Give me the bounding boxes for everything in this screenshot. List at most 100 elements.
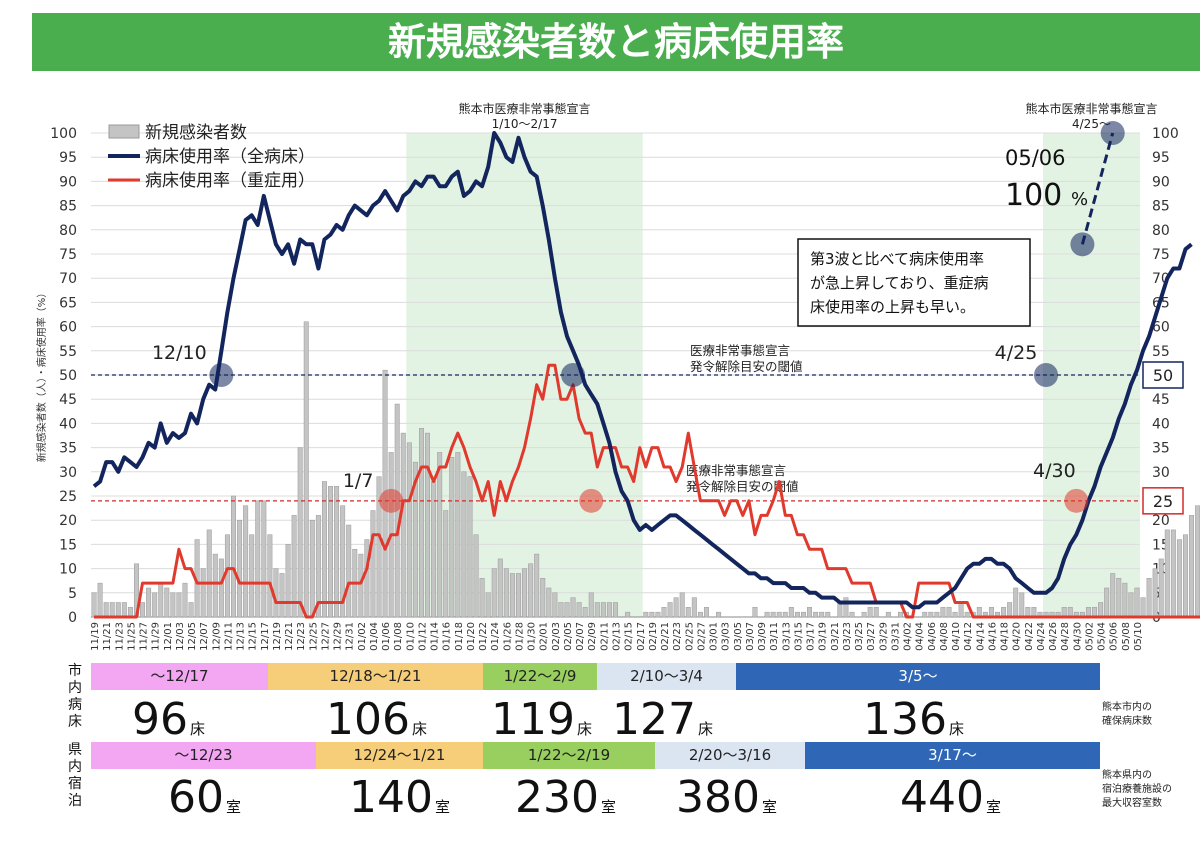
bar — [455, 452, 461, 618]
bar — [794, 611, 800, 618]
y-tick-label: 30 — [59, 465, 77, 481]
bar — [1164, 529, 1170, 618]
x-tick-label: 04/04 — [915, 622, 926, 651]
x-tick-label: 03/15 — [793, 622, 804, 651]
bar — [1122, 582, 1128, 618]
x-tick-label: 11/27 — [139, 622, 150, 651]
bar — [703, 607, 709, 618]
x-tick-label: 02/13 — [612, 622, 623, 651]
marker — [1070, 232, 1095, 257]
bar — [425, 432, 431, 618]
bar — [843, 597, 849, 618]
bar — [303, 321, 309, 618]
y2-tick-label: 20 — [1152, 513, 1170, 529]
x-tick-label: 01/30 — [527, 622, 538, 651]
x-tick-label: 01/10 — [405, 622, 416, 651]
y-tick-label: 65 — [59, 295, 77, 311]
bar — [115, 602, 121, 618]
bed-count-unit: 床 — [948, 720, 964, 738]
marker — [1100, 121, 1125, 145]
bar — [540, 578, 546, 618]
threshold-tag: 50 — [1153, 366, 1173, 385]
bar — [837, 602, 843, 618]
y2-tick-label: 55 — [1152, 344, 1170, 360]
period-band: 〜12/23 — [91, 742, 316, 769]
bar — [1110, 573, 1116, 618]
bar — [788, 607, 794, 618]
bar — [679, 592, 685, 618]
bed-count-value: 119 — [491, 694, 575, 745]
bar — [321, 481, 327, 618]
bar — [376, 476, 382, 618]
bed-count-value: 380 — [676, 772, 760, 823]
x-tick-label: 12/17 — [260, 622, 271, 651]
x-tick-label: 04/10 — [951, 622, 962, 651]
x-tick-label: 05/04 — [1097, 622, 1108, 651]
bar — [418, 427, 424, 618]
bar — [552, 592, 558, 618]
x-tick-label: 03/05 — [733, 622, 744, 651]
callout-value: 100 — [1005, 178, 1062, 213]
period-band: 3/5〜 — [736, 663, 1100, 690]
bar — [485, 592, 491, 618]
bar — [898, 611, 903, 618]
y2-tick-label: 75 — [1152, 247, 1170, 263]
bed-count: 60 室 — [168, 776, 241, 829]
x-tick-label: 11/29 — [151, 622, 162, 651]
x-tick-label: 12/13 — [236, 622, 247, 651]
bar — [673, 597, 679, 618]
y-tick-label: 85 — [59, 199, 77, 215]
y2-tick-label: 40 — [1152, 416, 1170, 432]
bar — [522, 568, 528, 618]
x-tick-label: 04/20 — [1012, 622, 1023, 651]
y2-tick-label: 95 — [1152, 150, 1170, 166]
bar — [934, 611, 940, 618]
threshold-tag-box — [1142, 361, 1184, 389]
bar — [146, 587, 152, 618]
y-tick-label: 75 — [59, 247, 77, 263]
x-tick-label: 11/25 — [126, 622, 137, 651]
bed-count-unit: 室 — [600, 798, 616, 816]
x-tick-label: 02/09 — [587, 622, 598, 651]
bar — [91, 592, 97, 618]
x-tick-label: 12/23 — [296, 622, 307, 651]
bar — [267, 534, 273, 618]
y2-tick-label: 85 — [1152, 199, 1170, 215]
callout-unit: % — [1071, 189, 1088, 210]
bed-count-unit: 室 — [434, 798, 450, 816]
bar — [473, 534, 479, 618]
x-tick-label: 01/22 — [478, 622, 489, 651]
bed-count-value: 440 — [900, 772, 984, 823]
bar — [946, 607, 952, 618]
bed-count: 380 室 — [676, 776, 777, 829]
x-tick-label: 04/22 — [1024, 622, 1035, 651]
bed-count-unit: 床 — [576, 720, 592, 738]
marker-label: 1/7 — [343, 470, 374, 492]
x-tick-label: 12/11 — [223, 622, 234, 651]
bar — [770, 611, 776, 618]
period-band: 〜12/17 — [91, 663, 268, 690]
x-tick-label: 05/08 — [1121, 622, 1132, 651]
row-label: 市内病床 — [68, 663, 82, 730]
bar — [867, 607, 873, 618]
bar — [1158, 558, 1164, 618]
threshold-label: 医療非常事態宣言 — [686, 463, 786, 478]
bar — [813, 611, 819, 618]
bar — [922, 611, 928, 618]
x-tick-label: 02/05 — [563, 622, 574, 651]
x-tick-label: 01/28 — [514, 622, 525, 651]
y-tick-label: 55 — [59, 344, 77, 360]
row-note-line: 宿泊療養施設の — [1102, 784, 1172, 795]
threshold-tag: 25 — [1153, 492, 1173, 511]
bar — [170, 592, 176, 618]
bar — [431, 481, 437, 618]
x-tick-label: 01/20 — [466, 622, 477, 651]
bar — [449, 457, 455, 618]
y-tick-label: 0 — [68, 610, 77, 626]
bar — [1176, 539, 1182, 618]
page-title: 新規感染者数と病床使用率 — [32, 13, 1200, 71]
bar — [1152, 568, 1158, 618]
bar — [346, 524, 352, 618]
x-tick-label: 11/21 — [102, 622, 113, 651]
y2-tick-label: 60 — [1152, 320, 1170, 336]
